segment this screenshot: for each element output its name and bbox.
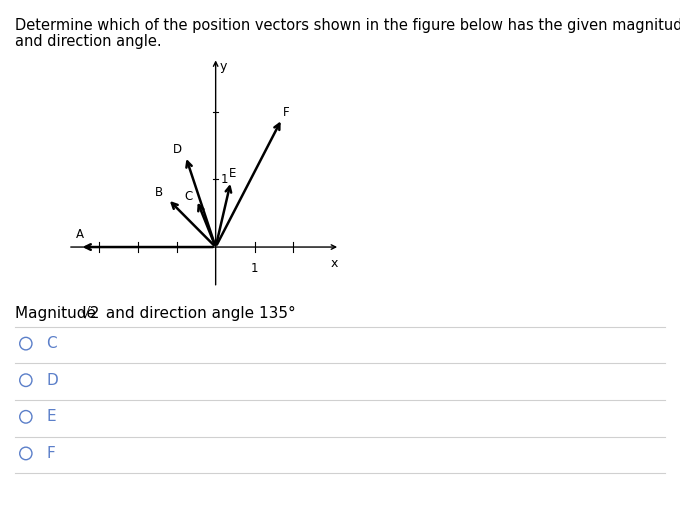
Text: C: C	[185, 190, 193, 203]
Text: A: A	[75, 229, 84, 241]
Text: D: D	[46, 373, 58, 388]
Text: Magnitude: Magnitude	[15, 306, 101, 321]
Text: E: E	[46, 410, 56, 424]
Text: x: x	[330, 257, 338, 270]
Text: 1: 1	[221, 173, 228, 186]
Text: Determine which of the position vectors shown in the figure below has the given : Determine which of the position vectors …	[15, 18, 680, 33]
Text: D: D	[173, 143, 182, 156]
Text: √2: √2	[80, 306, 99, 321]
Text: F: F	[46, 446, 55, 461]
Text: and direction angle.: and direction angle.	[15, 34, 162, 49]
Text: and direction angle 135°: and direction angle 135°	[101, 306, 295, 321]
Text: C: C	[46, 336, 57, 351]
Text: E: E	[229, 166, 237, 179]
Text: y: y	[220, 60, 227, 73]
Text: 1: 1	[251, 262, 258, 275]
Text: F: F	[284, 106, 290, 119]
Text: B: B	[155, 186, 163, 199]
